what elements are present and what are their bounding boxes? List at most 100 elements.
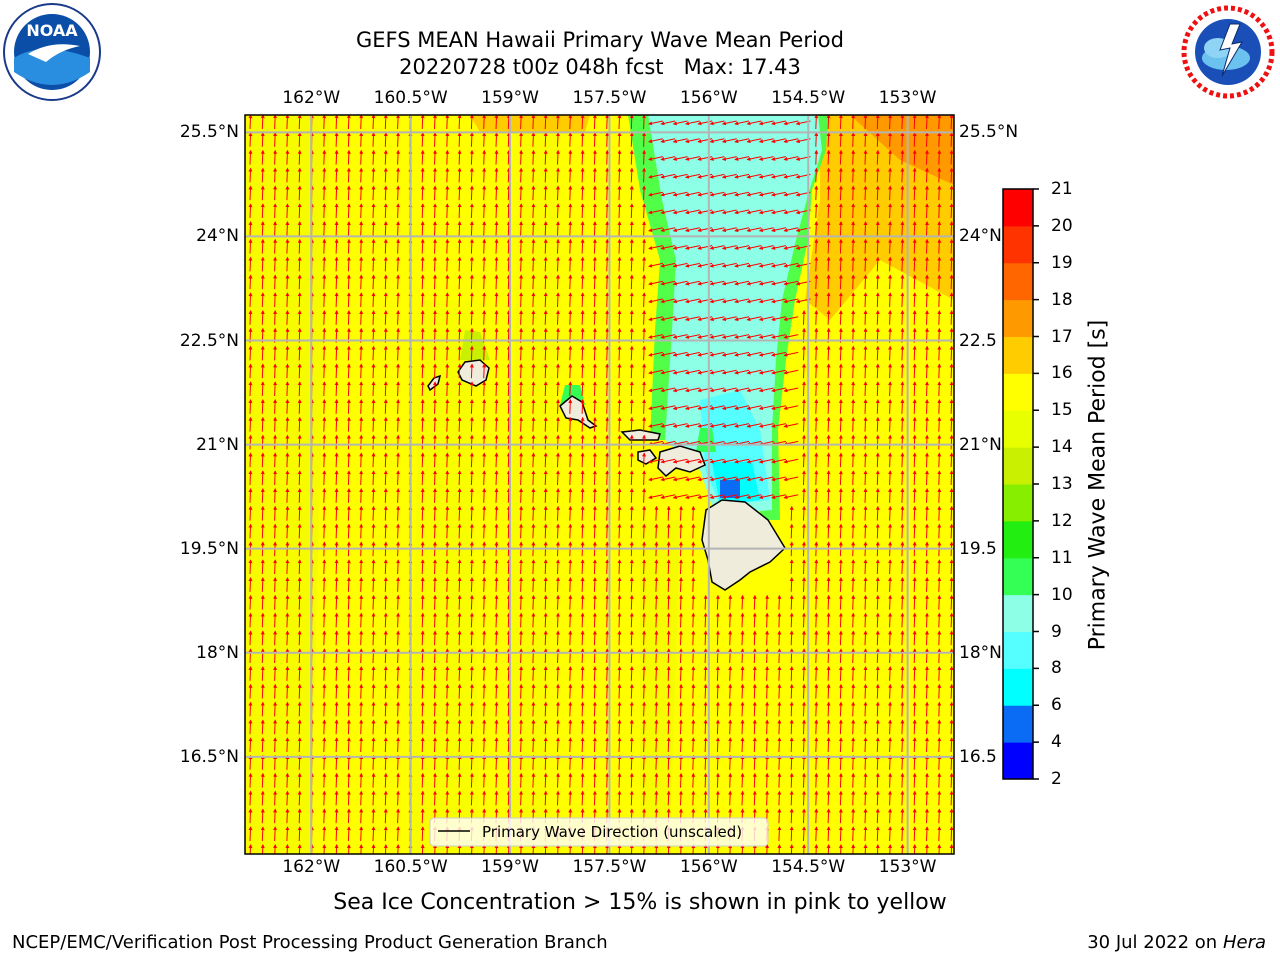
wave-arrow xyxy=(383,345,388,361)
wave-arrow xyxy=(875,701,880,717)
wave-arrow xyxy=(420,737,425,753)
wave-arrow xyxy=(888,719,893,735)
wave-arrow xyxy=(334,221,339,236)
wave-arrow xyxy=(297,149,302,165)
wave-arrow xyxy=(482,310,487,325)
wave-arrow xyxy=(851,630,856,646)
wave-arrow xyxy=(273,132,278,147)
wave-arrow xyxy=(555,577,560,592)
wave-arrow xyxy=(937,221,942,236)
wave-arrow xyxy=(580,221,585,236)
wave-arrow xyxy=(752,666,757,681)
wave-arrow xyxy=(691,701,696,717)
wave-arrow xyxy=(851,434,856,450)
wave-arrow xyxy=(543,505,548,521)
wave-arrow xyxy=(494,772,499,788)
wave-arrow xyxy=(568,149,573,165)
wave-arrow xyxy=(482,203,487,219)
wave-arrow xyxy=(863,630,868,646)
wave-arrow xyxy=(924,167,929,183)
wave-arrow xyxy=(371,844,376,854)
colorbar-tick-label: 12 xyxy=(1051,510,1073,531)
wave-arrow xyxy=(654,577,659,592)
wave-arrow xyxy=(568,132,573,147)
wave-arrow xyxy=(789,594,794,610)
wave-arrow xyxy=(519,381,524,397)
wave-arrow xyxy=(531,470,536,486)
wave-arrow xyxy=(765,666,770,681)
wave-arrow xyxy=(568,844,573,854)
wave-arrow xyxy=(888,399,893,414)
wave-arrow xyxy=(937,292,942,308)
longitude-label-top: 162°W xyxy=(282,88,341,108)
wave-arrow xyxy=(629,381,634,397)
wave-arrow xyxy=(937,488,942,503)
wave-arrow xyxy=(383,488,388,503)
wave-arrow xyxy=(924,683,929,699)
colorbar-tick-label: 15 xyxy=(1051,400,1073,421)
wave-arrow xyxy=(457,416,462,432)
wave-arrow xyxy=(912,292,917,308)
wave-arrow xyxy=(334,790,339,806)
wave-arrow xyxy=(826,115,831,130)
wave-arrow xyxy=(826,203,831,219)
wave-arrow xyxy=(494,452,499,468)
wave-arrow xyxy=(322,167,327,183)
wave-arrow xyxy=(605,132,610,147)
wave-arrow xyxy=(359,203,364,219)
wave-arrow xyxy=(519,790,524,806)
wave-arrow xyxy=(297,559,302,575)
wave-arrow xyxy=(642,167,647,183)
wave-arrow xyxy=(260,755,265,770)
wave-arrow xyxy=(605,203,610,219)
wave-arrow xyxy=(580,666,585,681)
wave-arrow xyxy=(334,594,339,610)
wave-arrow xyxy=(555,167,560,183)
wave-arrow xyxy=(838,701,843,717)
wave-arrow xyxy=(371,755,376,770)
wave-arrow xyxy=(543,238,548,254)
wave-arrow xyxy=(396,434,401,450)
wave-arrow xyxy=(851,826,856,842)
wave-arrow xyxy=(654,630,659,646)
wave-arrow xyxy=(260,719,265,735)
wave-arrow xyxy=(642,274,647,290)
wave-arrow xyxy=(740,612,745,628)
wave-arrow xyxy=(642,238,647,254)
wave-arrow xyxy=(396,701,401,717)
wave-arrow xyxy=(482,345,487,361)
wave-arrow xyxy=(531,612,536,628)
wave-arrow xyxy=(285,719,290,735)
wave-arrow xyxy=(248,310,253,325)
wave-arrow xyxy=(703,666,708,681)
wave-arrow xyxy=(432,577,437,592)
wave-arrow xyxy=(629,523,634,539)
wave-arrow xyxy=(555,523,560,539)
wave-arrow xyxy=(838,648,843,664)
wave-arrow xyxy=(482,594,487,610)
colorbar-tick-label: 6 xyxy=(1051,695,1062,716)
wave-arrow xyxy=(359,434,364,450)
wave-arrow xyxy=(937,167,942,183)
wave-arrow xyxy=(494,683,499,699)
wave-arrow xyxy=(838,737,843,753)
wave-arrow xyxy=(924,149,929,165)
wave-arrow xyxy=(285,594,290,610)
wave-arrow xyxy=(629,363,634,379)
wave-arrow xyxy=(801,345,806,361)
wave-arrow xyxy=(396,630,401,646)
wave-arrow xyxy=(568,719,573,735)
wave-arrow xyxy=(396,844,401,854)
wave-arrow xyxy=(826,167,831,183)
wave-arrow xyxy=(937,701,942,717)
wave-arrow xyxy=(494,256,499,272)
wave-arrow xyxy=(555,452,560,468)
wave-arrow xyxy=(777,755,782,770)
wave-arrow xyxy=(346,452,351,468)
wave-arrow xyxy=(396,345,401,361)
wave-arrow xyxy=(949,772,954,788)
wave-arrow xyxy=(334,256,339,272)
wave-arrow xyxy=(949,381,954,397)
wave-arrow xyxy=(273,345,278,361)
wave-arrow xyxy=(469,470,474,486)
